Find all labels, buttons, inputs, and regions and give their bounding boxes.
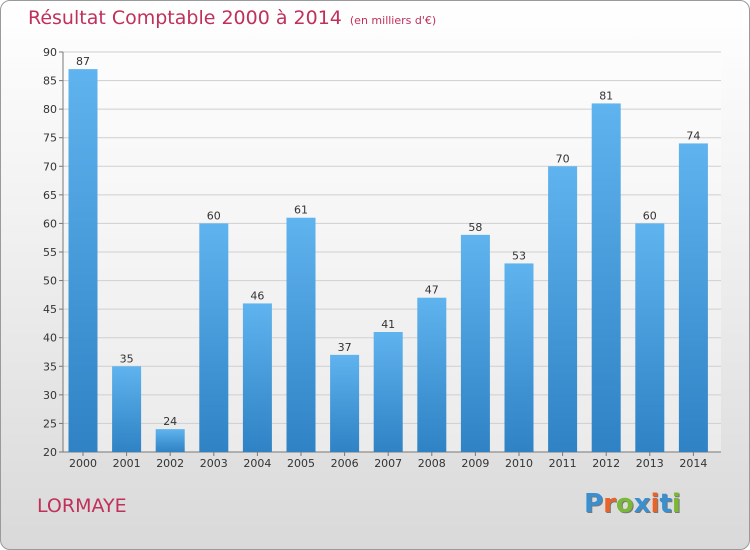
y-tick-label: 55: [43, 246, 57, 259]
data-label: 35: [120, 352, 134, 365]
x-tick-label: 2007: [374, 457, 402, 470]
subtitle-text: (en milliers d'€): [349, 14, 437, 27]
x-tick-label: 2008: [418, 457, 446, 470]
data-label: 60: [643, 209, 657, 222]
x-tick-label: 2011: [549, 457, 577, 470]
data-label: 41: [381, 318, 395, 331]
x-tick-label: 2009: [461, 457, 489, 470]
bar: [504, 263, 534, 452]
bar-layer: [68, 69, 708, 456]
x-tick-label: 2010: [505, 457, 533, 470]
proxiti-logo: Proxiti: [584, 489, 681, 519]
x-tick-label: 2005: [287, 457, 315, 470]
bar: [417, 297, 447, 452]
x-tick-label: 2006: [331, 457, 359, 470]
data-label: 61: [294, 204, 308, 217]
y-tick-label: 50: [43, 275, 57, 288]
x-tick-label: 2002: [156, 457, 184, 470]
logo-letter: o: [615, 489, 634, 519]
y-tick-label: 70: [43, 160, 57, 173]
data-label: 70: [556, 152, 570, 165]
data-label: 53: [512, 249, 526, 262]
x-tick-label: 2001: [113, 457, 141, 470]
bar: [242, 303, 272, 452]
logo-letter: x: [633, 489, 651, 519]
x-tick-label: 2013: [636, 457, 664, 470]
bar: [68, 69, 98, 453]
data-label: 47: [425, 284, 439, 297]
bar: [460, 234, 490, 452]
x-tick-label: 2003: [200, 457, 228, 470]
commune-name: LORMAYE: [37, 495, 127, 517]
y-tick-label: 65: [43, 189, 57, 202]
y-tick-label: 40: [43, 332, 57, 345]
logo-letter: t: [659, 489, 672, 519]
bar: [635, 223, 665, 452]
logo-letter: r: [603, 489, 616, 519]
data-label: 37: [338, 341, 352, 354]
bar: [373, 332, 403, 452]
bar: [112, 366, 142, 452]
y-tick-label: 25: [43, 417, 57, 430]
data-label: 87: [76, 55, 90, 68]
x-tick-label: 2000: [69, 457, 97, 470]
logo-letter: i: [650, 489, 660, 519]
y-tick-label: 30: [43, 389, 57, 402]
y-tick-label: 75: [43, 132, 57, 145]
data-label: 58: [468, 221, 482, 234]
y-tick-label: 90: [43, 46, 57, 59]
y-tick-label: 45: [43, 303, 57, 316]
chart-title: Résultat Comptable 2000 à 2014 (en millie…: [28, 7, 436, 29]
y-tick-label: 60: [43, 217, 57, 230]
bar: [548, 166, 578, 453]
bar: [678, 143, 708, 452]
data-label: 24: [163, 415, 177, 428]
y-tick-label: 35: [43, 360, 57, 373]
bar: [155, 429, 185, 452]
data-label: 60: [207, 209, 221, 222]
bar: [199, 223, 229, 452]
label-layer: 87 2000 35 2001 24 2002 60 2003 46 2004 61 2005 37 20…: [69, 55, 707, 470]
bar: [330, 354, 360, 452]
data-label: 81: [599, 89, 613, 102]
data-label: 74: [686, 129, 700, 142]
y-tick-label: 85: [43, 75, 57, 88]
logo-letter: P: [584, 489, 604, 519]
y-tick-label: 80: [43, 103, 57, 116]
x-tick-label: 2012: [592, 457, 620, 470]
bar: [591, 103, 621, 452]
logo-letter: i: [671, 489, 681, 519]
data-label: 46: [250, 289, 264, 302]
x-tick-label: 2004: [243, 457, 271, 470]
y-tick-label: 20: [43, 446, 57, 459]
x-tick-label: 2014: [679, 457, 707, 470]
title-text: Résultat Comptable 2000 à 2014: [28, 7, 342, 29]
bar: [286, 217, 316, 452]
